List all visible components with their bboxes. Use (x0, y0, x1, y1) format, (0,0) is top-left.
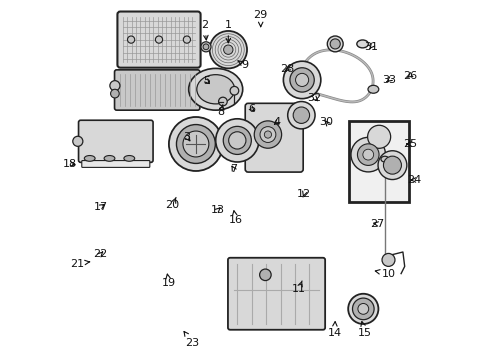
Text: 11: 11 (292, 281, 305, 294)
Circle shape (218, 97, 227, 106)
Ellipse shape (84, 156, 95, 161)
Text: 6: 6 (248, 104, 255, 114)
Circle shape (362, 149, 373, 160)
Circle shape (73, 136, 82, 146)
Circle shape (295, 73, 308, 86)
Text: 19: 19 (162, 274, 176, 288)
Circle shape (127, 36, 134, 43)
Text: 31: 31 (364, 42, 377, 52)
Circle shape (377, 151, 406, 180)
Text: 29: 29 (253, 10, 267, 27)
Text: 18: 18 (63, 159, 77, 169)
Circle shape (383, 156, 401, 174)
Text: 3: 3 (183, 132, 190, 142)
Circle shape (183, 131, 208, 157)
Ellipse shape (356, 40, 367, 48)
Text: 1: 1 (224, 20, 231, 43)
Ellipse shape (196, 75, 234, 104)
Circle shape (209, 31, 246, 68)
Text: 21: 21 (70, 258, 90, 269)
Circle shape (289, 68, 314, 92)
Text: 25: 25 (402, 139, 416, 149)
Ellipse shape (123, 156, 134, 161)
Text: 12: 12 (296, 189, 310, 199)
Circle shape (223, 126, 251, 154)
Text: 5: 5 (203, 76, 210, 86)
Circle shape (230, 86, 238, 95)
Circle shape (357, 303, 368, 314)
Text: 8: 8 (217, 104, 224, 117)
Text: 22: 22 (93, 249, 107, 259)
Circle shape (293, 107, 309, 123)
Text: 28: 28 (280, 64, 294, 74)
Text: 30: 30 (319, 117, 333, 127)
Text: 13: 13 (210, 205, 224, 215)
Circle shape (357, 144, 378, 166)
Circle shape (203, 44, 208, 50)
Ellipse shape (367, 85, 378, 93)
Circle shape (347, 294, 378, 324)
Circle shape (329, 39, 340, 49)
Circle shape (260, 127, 275, 143)
Text: 24: 24 (407, 175, 421, 185)
Ellipse shape (188, 68, 242, 110)
Circle shape (110, 89, 119, 98)
Text: 7: 7 (230, 164, 237, 174)
Circle shape (350, 137, 385, 172)
Ellipse shape (380, 156, 388, 162)
Text: 15: 15 (357, 321, 371, 338)
Text: 9: 9 (238, 60, 247, 70)
Text: 20: 20 (165, 197, 179, 210)
Circle shape (367, 125, 390, 148)
Text: 26: 26 (402, 71, 416, 81)
Circle shape (183, 36, 190, 43)
FancyBboxPatch shape (114, 70, 200, 110)
Circle shape (254, 121, 281, 148)
Ellipse shape (104, 156, 115, 161)
FancyBboxPatch shape (79, 120, 153, 162)
Circle shape (326, 36, 343, 52)
Circle shape (155, 36, 163, 43)
Text: 27: 27 (370, 219, 384, 229)
Text: 16: 16 (228, 211, 242, 225)
Circle shape (110, 81, 120, 91)
Circle shape (228, 132, 245, 149)
FancyBboxPatch shape (244, 103, 303, 172)
FancyBboxPatch shape (117, 12, 200, 68)
Text: 17: 17 (93, 202, 107, 212)
Text: 14: 14 (327, 321, 341, 338)
Circle shape (259, 269, 271, 280)
Circle shape (223, 45, 232, 54)
Text: 10: 10 (374, 269, 395, 279)
Circle shape (283, 61, 320, 99)
FancyBboxPatch shape (81, 161, 149, 167)
Circle shape (264, 131, 271, 138)
Text: 23: 23 (183, 332, 199, 348)
Text: 32: 32 (307, 93, 321, 103)
Circle shape (287, 102, 314, 129)
Text: 4: 4 (273, 117, 280, 127)
FancyBboxPatch shape (227, 258, 325, 330)
Circle shape (176, 125, 215, 163)
Circle shape (201, 42, 211, 52)
Circle shape (352, 298, 373, 320)
Circle shape (168, 117, 223, 171)
Circle shape (381, 253, 394, 266)
Circle shape (215, 119, 258, 162)
Text: 33: 33 (382, 75, 395, 85)
Bar (348, 121, 408, 202)
Text: 2: 2 (201, 20, 208, 40)
